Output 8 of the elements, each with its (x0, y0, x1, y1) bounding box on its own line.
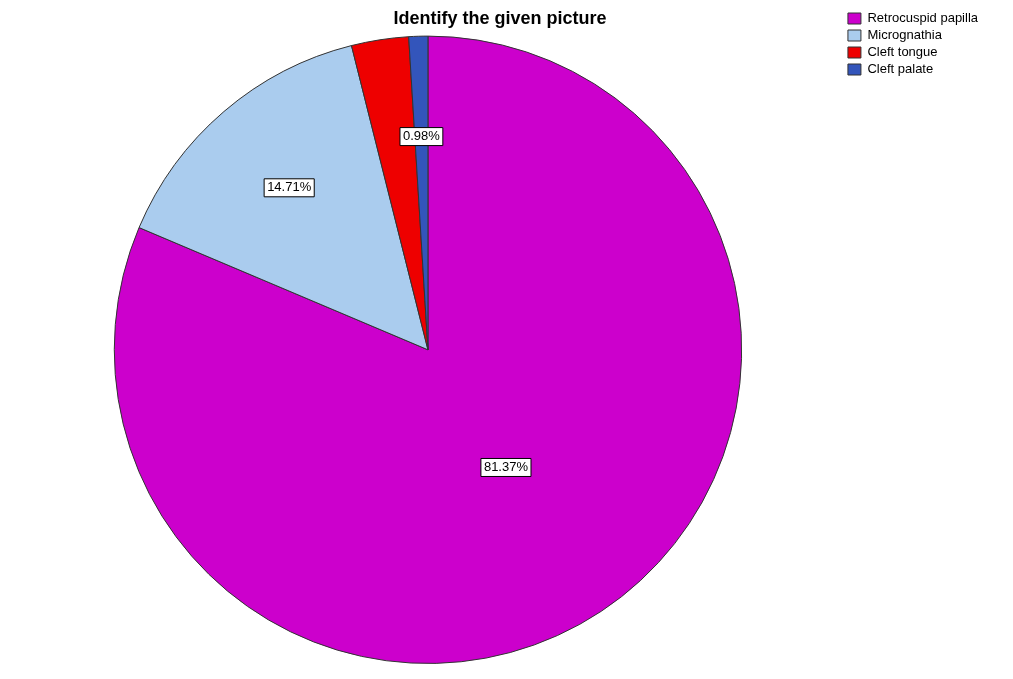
data-label: 0.98% (402, 128, 441, 144)
legend-label: Cleft palate (867, 61, 934, 77)
legend-label: Micrognathia (867, 27, 943, 43)
data-label: 81.37% (483, 459, 529, 475)
legend-label: Cleft tongue (867, 44, 938, 60)
legend-label: Retrocuspid papilla (867, 10, 979, 26)
chart-title: Identify the given picture (393, 7, 607, 28)
data-label: 14.71% (267, 179, 312, 195)
